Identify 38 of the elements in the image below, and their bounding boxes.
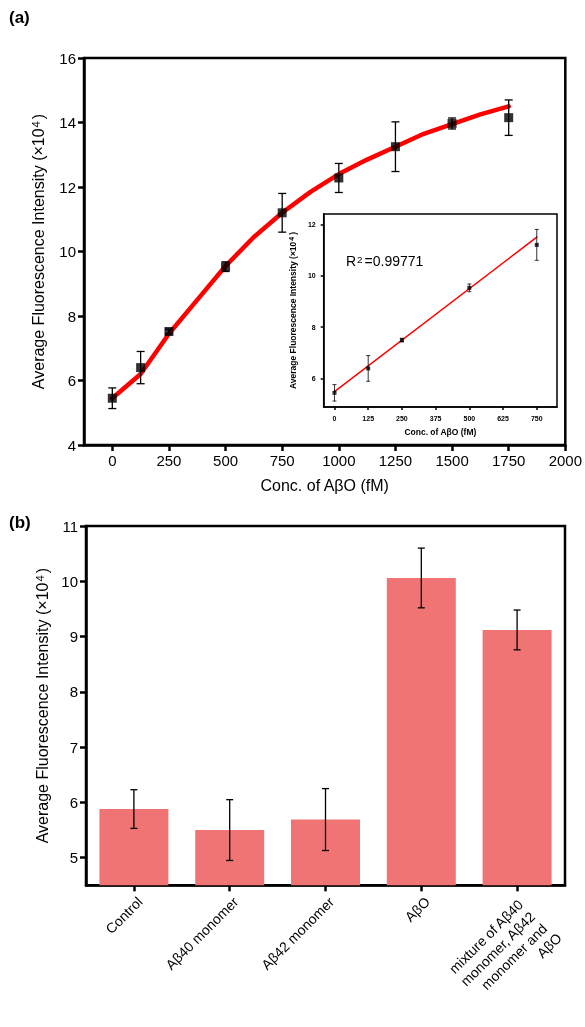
y-tick-label: 14: [59, 114, 76, 131]
chart-title: (b): [9, 513, 31, 532]
x-tick-label: 750: [269, 452, 295, 469]
y-axis-title: Average Fluorescence Intensity (×104): [29, 113, 47, 390]
y-tick-label: 11: [62, 517, 78, 535]
point: [277, 208, 287, 218]
point: [390, 142, 400, 152]
x-axis-title: Conc. of AβO (fM): [260, 476, 389, 494]
y-tick-label: 8: [67, 307, 76, 325]
x-tick-label: 1500: [435, 452, 469, 469]
x-tick-label: 0: [108, 452, 117, 469]
chart-title: (a): [9, 8, 30, 27]
x-tick-label: 500: [213, 452, 239, 469]
point: [332, 390, 337, 395]
point: [334, 173, 344, 183]
x-tick-label: 1750: [492, 452, 526, 469]
y-tick-label: 4: [67, 436, 76, 454]
x-tick-label: 2000: [548, 452, 582, 469]
point: [107, 393, 117, 403]
y-tick-label: 9: [69, 628, 78, 646]
point: [504, 113, 514, 123]
x-tick-label: 250: [156, 452, 182, 469]
x-tick-label: 1000: [322, 452, 356, 469]
y-tick-label: 8: [69, 683, 78, 701]
x-tick-label: 1250: [378, 452, 413, 469]
y-axis-title: Average Fluorescence Intensity (×104): [33, 568, 51, 844]
y-tick-label: 10: [59, 243, 76, 260]
x-axis-title: Conc. of AβO (fM): [404, 426, 477, 437]
point: [534, 242, 539, 247]
y-tick-label: 16: [59, 49, 76, 67]
y-tick-label: 6: [67, 372, 76, 389]
y-tick-label: 6: [69, 793, 78, 811]
y-tick-label: 5: [69, 849, 78, 867]
y-tick-label: 7: [69, 738, 78, 756]
y-tick-label: 10: [61, 572, 78, 590]
point: [366, 366, 371, 371]
y-tick-label: 12: [59, 178, 76, 196]
point: [136, 363, 146, 373]
